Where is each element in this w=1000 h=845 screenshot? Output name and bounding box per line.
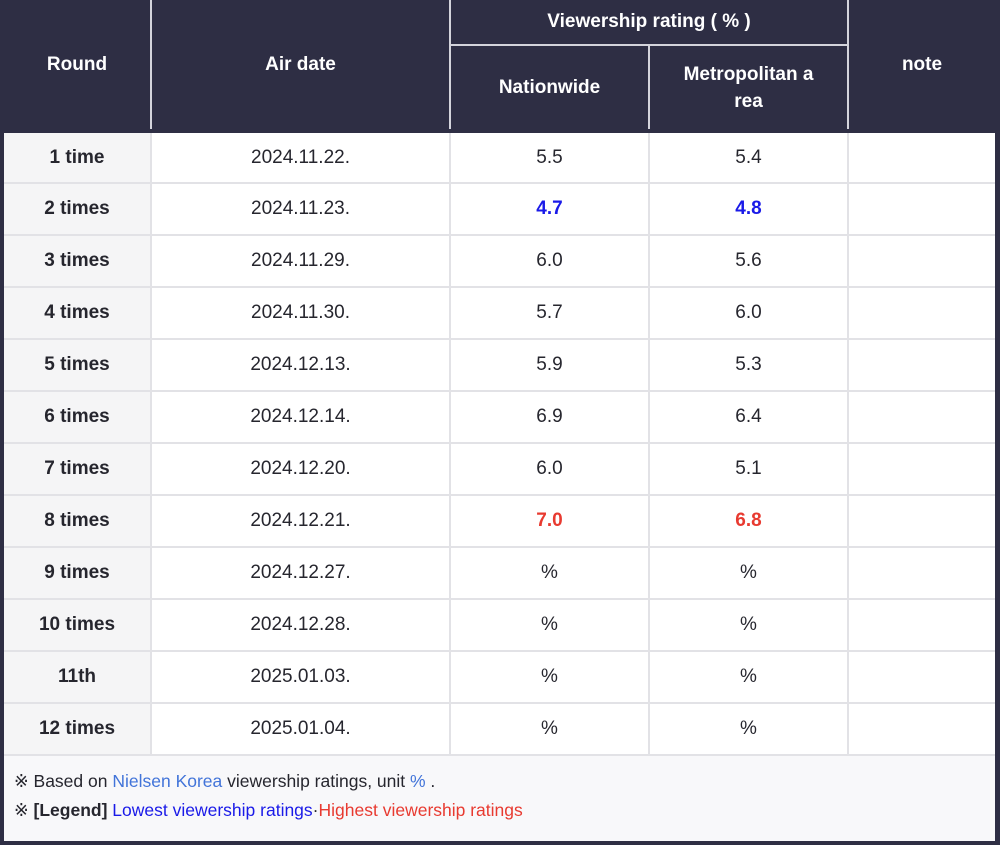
table-row: 6 times 2024.12.14. 6.9 6.4	[4, 390, 996, 444]
metropolitan-rating-cell: %	[647, 546, 850, 600]
note-cell	[847, 234, 996, 288]
highest-ratings-legend: Highest viewership ratings	[318, 800, 523, 820]
metropolitan-rating-cell: 6.8	[647, 494, 850, 548]
footnote-text: .	[425, 771, 436, 791]
table-row: 12 times 2025.01.04.%%	[4, 702, 996, 756]
footnote-text: ※ Based on	[14, 771, 113, 791]
note-cell	[847, 338, 996, 392]
air-date-cell: 2024.12.27.	[150, 546, 451, 600]
col-header-rating-group: Viewership rating ( % )	[448, 0, 850, 46]
col-header-nationwide: Nationwide	[450, 45, 650, 132]
footnotes: ※ Based on Nielsen Korea viewership rati…	[4, 756, 995, 841]
viewership-ratings-table: Round Air date Viewership rating ( % ) n…	[4, 0, 996, 756]
col-header-note: note	[847, 0, 996, 132]
air-date-cell: 2024.11.23.	[150, 182, 451, 236]
note-cell	[847, 598, 996, 652]
footnote-text: [Legend]	[33, 800, 108, 820]
table-row: 10 times 2024.12.28.%%	[4, 598, 996, 652]
nationwide-rating-cell: %	[449, 546, 650, 600]
table-row: 3 times 2024.11.29. 6.0 5.6	[4, 234, 996, 288]
note-cell	[847, 390, 996, 444]
nationwide-rating-cell: 5.9	[449, 338, 650, 392]
note-cell	[847, 650, 996, 704]
note-cell	[847, 129, 996, 184]
note-cell	[847, 546, 996, 600]
footnote-text: viewership ratings, unit	[222, 771, 410, 791]
footnote-source: ※ Based on Nielsen Korea viewership rati…	[14, 767, 983, 796]
nationwide-rating-cell: 5.7	[449, 286, 650, 340]
table-header: Round Air date Viewership rating ( % ) n…	[4, 0, 996, 132]
table-row: 2 times 2024.11.23. 4.7 4.8	[4, 182, 996, 236]
nationwide-rating-cell: %	[449, 702, 650, 756]
air-date-cell: 2024.11.30.	[150, 286, 451, 340]
metropolitan-rating-cell: 6.0	[647, 286, 850, 340]
col-header-air-date: Air date	[150, 0, 451, 132]
table-row: 4 times 2024.11.30. 5.7 6.0	[4, 286, 996, 340]
air-date-cell: 2024.12.28.	[150, 598, 451, 652]
round-cell: 4 times	[4, 286, 152, 340]
metropolitan-rating-cell: 5.6	[647, 234, 850, 288]
nationwide-rating-cell: %	[449, 650, 650, 704]
round-cell: 6 times	[4, 390, 152, 444]
air-date-cell: 2025.01.04.	[150, 702, 451, 756]
nationwide-rating-cell: 6.0	[449, 234, 650, 288]
air-date-cell: 2024.12.14.	[150, 390, 451, 444]
nationwide-rating-cell: 4.7	[449, 182, 650, 236]
table-row: 9 times 2024.12.27.%%	[4, 546, 996, 600]
nielsen-korea-link[interactable]: Nielsen Korea	[112, 771, 223, 791]
round-cell: 8 times	[4, 494, 152, 548]
round-cell: 2 times	[4, 182, 152, 236]
note-cell	[847, 182, 996, 236]
note-cell	[847, 702, 996, 756]
table-row: 7 times 2024.12.20. 6.0 5.1	[4, 442, 996, 496]
header-row-sub: Nationwide Metropolitan a rea	[4, 45, 995, 132]
air-date-cell: 2024.12.21.	[150, 494, 451, 548]
air-date-cell: 2025.01.03.	[150, 650, 451, 704]
metropolitan-rating-cell: 6.4	[647, 390, 850, 444]
note-cell	[847, 286, 996, 340]
air-date-cell: 2024.11.22.	[150, 129, 451, 184]
footnote-text: ※	[14, 800, 34, 820]
table-row: 8 times 2024.12.21. 7.0 6.8	[4, 494, 996, 548]
nationwide-rating-cell: 6.9	[449, 390, 650, 444]
footnote-legend: ※ [Legend] Lowest viewership ratings·Hig…	[14, 796, 983, 825]
metropolitan-rating-cell: %	[647, 650, 850, 704]
col-header-metropolitan: Metropolitan a rea	[647, 45, 849, 132]
note-cell	[847, 442, 996, 496]
col-header-round: Round	[4, 0, 152, 132]
ratings-table-body: 1 time 2024.11.22. 5.5 5.4 2 times 2024.11.23…	[4, 129, 996, 756]
metropolitan-rating-cell: 4.8	[647, 182, 850, 236]
metropolitan-rating-cell: %	[647, 598, 850, 652]
air-date-cell: 2024.11.29.	[150, 234, 451, 288]
round-cell: 9 times	[4, 546, 152, 600]
unit-percent-link[interactable]: %	[410, 771, 426, 791]
air-date-cell: 2024.12.20.	[150, 442, 451, 496]
header-row-group: Round Air date Viewership rating ( % ) n…	[4, 0, 996, 132]
note-cell	[847, 494, 996, 548]
round-cell: 5 times	[4, 338, 152, 392]
nationwide-rating-cell: %	[449, 598, 650, 652]
round-cell: 11th	[4, 650, 152, 704]
metropolitan-rating-cell: %	[647, 702, 850, 756]
table-row: 1 time 2024.11.22. 5.5 5.4	[4, 129, 996, 184]
metropolitan-rating-cell: 5.1	[647, 442, 850, 496]
footnote-text: ·	[312, 800, 319, 820]
lowest-ratings-legend: Lowest viewership ratings	[112, 800, 313, 820]
round-cell: 1 time	[4, 129, 152, 184]
round-cell: 7 times	[4, 442, 152, 496]
metropolitan-rating-cell: 5.4	[647, 129, 850, 184]
table-row: 5 times 2024.12.13. 5.9 5.3	[4, 338, 996, 392]
air-date-cell: 2024.12.13.	[150, 338, 451, 392]
round-cell: 10 times	[4, 598, 152, 652]
nationwide-rating-cell: 5.5	[449, 129, 650, 184]
round-cell: 3 times	[4, 234, 152, 288]
nationwide-rating-cell: 6.0	[449, 442, 650, 496]
nationwide-rating-cell: 7.0	[449, 494, 650, 548]
round-cell: 12 times	[4, 702, 152, 756]
table-row: 11th 2025.01.03.%%	[4, 650, 996, 704]
metropolitan-rating-cell: 5.3	[647, 338, 850, 392]
